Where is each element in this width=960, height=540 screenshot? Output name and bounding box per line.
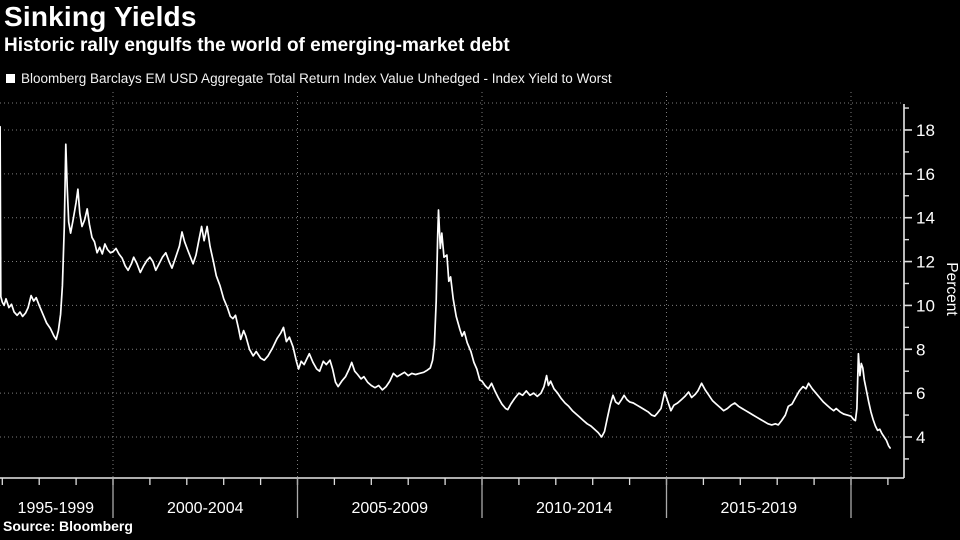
yield-series-line xyxy=(0,125,891,449)
x-group-label: 2000-2004 xyxy=(167,500,244,517)
x-group-label: 2010-2014 xyxy=(536,500,613,517)
y-tick-label: 4 xyxy=(916,428,925,447)
page-title: Sinking Yields xyxy=(4,1,197,32)
page-subtitle: Historic rally engulfs the world of emer… xyxy=(4,35,510,56)
x-group-label: 1995-1999 xyxy=(18,500,95,517)
source-note: Source: Bloomberg xyxy=(3,518,133,534)
y-tick-label: 14 xyxy=(916,209,935,228)
y-tick-label: 18 xyxy=(916,121,935,140)
x-group-label: 2005-2009 xyxy=(351,500,428,517)
legend-label: Bloomberg Barclays EM USD Aggregate Tota… xyxy=(21,71,612,86)
chart-legend: Bloomberg Barclays EM USD Aggregate Tota… xyxy=(6,71,612,86)
x-group-label: 2015-2019 xyxy=(720,500,797,517)
y-axis-title: Percent xyxy=(943,262,960,316)
y-tick-label: 12 xyxy=(916,253,935,272)
y-tick-label: 10 xyxy=(916,296,935,315)
y-tick-label: 16 xyxy=(916,165,935,184)
y-tick-label: 8 xyxy=(916,340,925,359)
y-tick-label: 6 xyxy=(916,384,925,403)
legend-square-icon xyxy=(6,74,15,83)
